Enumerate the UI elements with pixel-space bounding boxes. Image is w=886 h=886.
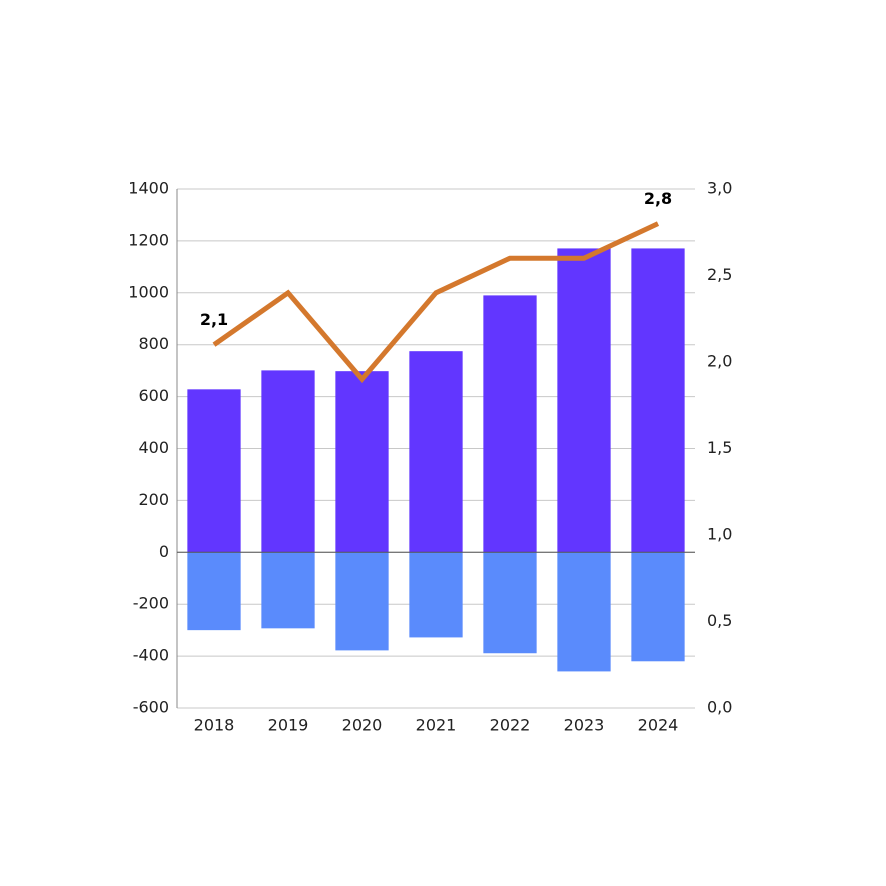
y2-tick-label: 3,0: [707, 179, 732, 198]
y2-tick-label: 2,5: [707, 265, 732, 284]
y-tick-label: 1200: [128, 230, 169, 249]
y-tick-label: 0: [159, 542, 169, 561]
bar: [483, 295, 537, 553]
bar: [335, 552, 389, 651]
x-tick-label: 2021: [416, 716, 457, 735]
x-tick-label: 2019: [268, 716, 309, 735]
y-tick-label: 400: [138, 438, 169, 457]
y-tick-label: -400: [133, 646, 169, 665]
x-tick-label: 2023: [564, 716, 605, 735]
y2-tick-label: 1,5: [707, 438, 732, 457]
bar: [335, 371, 389, 553]
bar: [557, 552, 611, 672]
bar: [631, 248, 685, 553]
bar: [557, 248, 611, 553]
x-tick-label: 2020: [342, 716, 383, 735]
y-tick-label: 1400: [128, 179, 169, 198]
bar: [187, 552, 241, 631]
y-tick-label: -600: [133, 698, 169, 717]
y-tick-label: 800: [138, 334, 169, 353]
y-tick-label: -200: [133, 594, 169, 613]
y-tick-label: 1000: [128, 282, 169, 301]
bar: [187, 389, 241, 553]
y2-tick-label: 0,0: [707, 698, 732, 717]
data-label: 2,1: [200, 310, 228, 329]
y2-tick-label: 1,0: [707, 525, 732, 544]
x-tick-label: 2018: [194, 716, 235, 735]
bar: [261, 370, 315, 553]
y2-tick-label: 2,0: [707, 352, 732, 371]
bar: [261, 552, 315, 629]
bar: [631, 552, 685, 662]
x-tick-label: 2024: [638, 716, 679, 735]
bar: [409, 351, 463, 553]
y-tick-label: 600: [138, 386, 169, 405]
bar: [409, 552, 463, 638]
x-tick-label: 2022: [490, 716, 531, 735]
bar: [483, 552, 537, 654]
data-label: 2,8: [644, 189, 672, 208]
y2-tick-label: 0,5: [707, 611, 732, 630]
y-tick-label: 200: [138, 490, 169, 509]
line: [212, 221, 660, 384]
